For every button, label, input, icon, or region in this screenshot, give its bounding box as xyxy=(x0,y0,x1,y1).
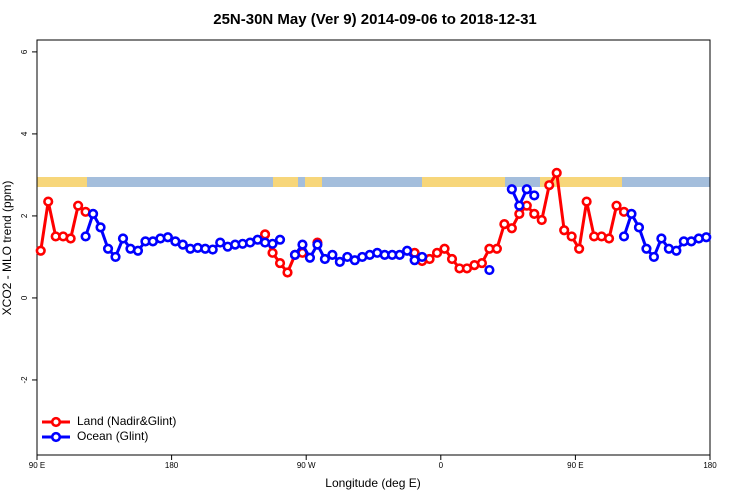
data-point xyxy=(536,214,547,226)
data-point xyxy=(633,222,645,233)
y-tick-label: 0 xyxy=(20,295,29,300)
data-point xyxy=(304,252,316,263)
land-mask-band xyxy=(37,177,710,187)
data-point xyxy=(641,243,652,254)
data-point xyxy=(559,225,570,236)
data-point xyxy=(102,243,114,254)
data-point xyxy=(431,247,443,258)
data-point xyxy=(65,233,76,244)
y-tick-label: 2 xyxy=(20,213,29,218)
data-point xyxy=(551,167,562,178)
data-point xyxy=(110,251,121,263)
data-point xyxy=(162,232,173,243)
data-point xyxy=(529,190,540,201)
data-point xyxy=(334,256,345,267)
chart-title: 25N-30N May (Ver 9) 2014-09-06 to 2018-1… xyxy=(213,11,537,28)
data-point xyxy=(521,184,532,195)
data-point xyxy=(506,184,517,195)
data-point xyxy=(626,208,637,219)
data-point xyxy=(446,253,458,265)
data-point xyxy=(73,200,84,211)
data-point xyxy=(566,231,577,242)
x-tick-label: 180 xyxy=(703,461,717,470)
data-point xyxy=(439,243,450,254)
data-point xyxy=(544,180,555,191)
data-point xyxy=(648,251,660,263)
y-tick-label: 4 xyxy=(20,131,29,136)
data-point xyxy=(394,249,405,260)
x-tick-label: 0 xyxy=(439,461,444,470)
data-point xyxy=(529,208,540,219)
data-point xyxy=(514,200,525,211)
data-point xyxy=(671,245,682,256)
data-point xyxy=(581,196,592,207)
data-point xyxy=(506,223,517,234)
data-point xyxy=(282,267,293,278)
data-point xyxy=(80,231,91,242)
data-point xyxy=(117,233,129,244)
data-point xyxy=(132,245,144,256)
legend-label: Land (Nadir&Glint) xyxy=(77,414,176,428)
data-point xyxy=(656,233,667,244)
data-point xyxy=(43,196,54,207)
data-point xyxy=(491,243,502,254)
data-point xyxy=(417,251,428,263)
data-point xyxy=(215,237,226,248)
x-tick-label: 90 E xyxy=(29,461,45,470)
data-point xyxy=(207,244,218,255)
y-tick-label: 6 xyxy=(20,49,29,54)
data-point xyxy=(618,231,630,242)
legend-marker xyxy=(50,431,62,443)
data-point xyxy=(484,264,495,276)
data-point xyxy=(259,229,271,240)
data-point xyxy=(701,232,712,243)
x-tick-label: 90 W xyxy=(297,461,316,470)
data-point xyxy=(267,247,278,258)
x-tick-label: 90 E xyxy=(567,461,583,470)
data-point xyxy=(327,249,338,260)
x-axis-label: Longitude (deg E) xyxy=(325,476,420,490)
series-line xyxy=(84,210,281,260)
data-point xyxy=(319,253,330,265)
y-tick-label: -2 xyxy=(20,376,29,384)
legend-label: Ocean (Glint) xyxy=(77,429,148,443)
data-point xyxy=(35,245,46,256)
data-point xyxy=(95,222,106,233)
legend-marker xyxy=(50,416,62,428)
data-point xyxy=(87,208,99,219)
data-point xyxy=(274,234,286,245)
data-point xyxy=(611,200,622,211)
data-point xyxy=(312,239,323,250)
data-point xyxy=(297,239,308,250)
data-point xyxy=(402,245,413,256)
data-point xyxy=(514,208,525,219)
y-axis-label: XCO2 - MLO trend (ppm) xyxy=(0,181,14,316)
data-point xyxy=(177,239,188,250)
data-point xyxy=(274,257,286,269)
series-line xyxy=(413,168,625,270)
data-point xyxy=(603,233,615,244)
data-point xyxy=(499,219,510,230)
data-point xyxy=(574,243,585,254)
data-point xyxy=(267,238,278,249)
data-point xyxy=(476,257,488,269)
data-point xyxy=(289,249,301,260)
x-tick-label: 180 xyxy=(165,461,179,470)
